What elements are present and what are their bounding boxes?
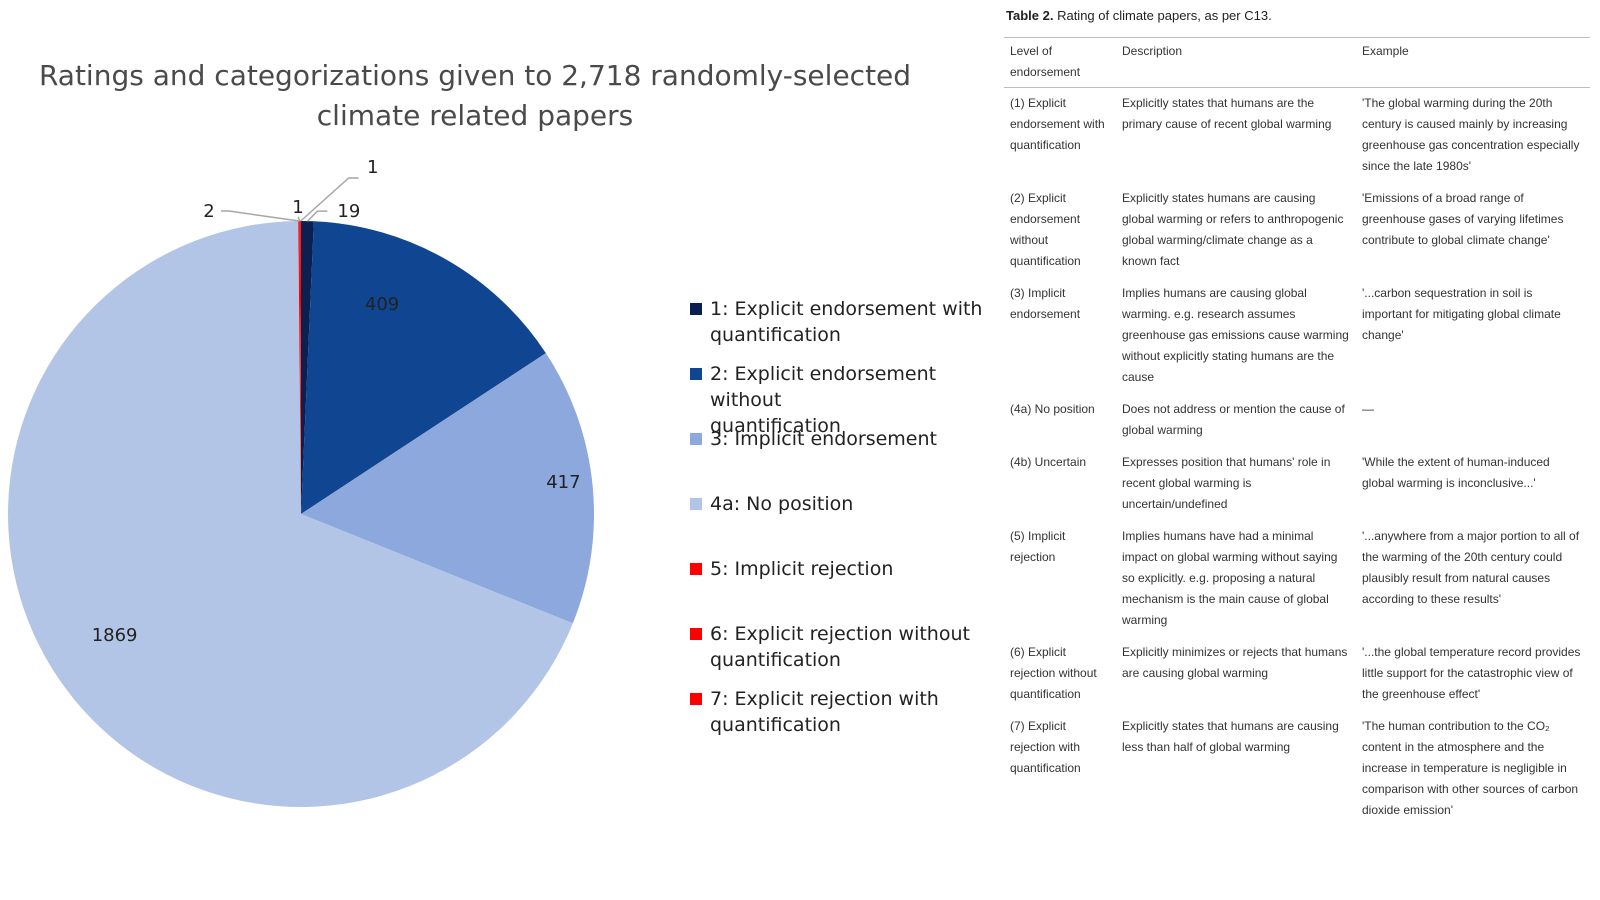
legend-swatch xyxy=(690,693,702,705)
cell-level: (4b) Uncertain xyxy=(1010,455,1087,469)
legend-label: 5: Implicit rejection xyxy=(710,556,893,582)
pie-data-label: 1 xyxy=(292,197,303,218)
table-row: (7) Explicit rejection with quantificati… xyxy=(1004,711,1590,827)
pie-slices xyxy=(8,220,595,807)
cell-description: Explicitly states that humans are causin… xyxy=(1122,719,1339,754)
table-row: (4b) Uncertain Expresses position that hu… xyxy=(1004,447,1590,521)
table-row: (6) Explicit rejection without quantific… xyxy=(1004,637,1590,711)
cell-description: Implies humans have had a minimal impact… xyxy=(1122,529,1338,627)
legend-label-line: quantification xyxy=(710,324,841,346)
pie-slice xyxy=(301,221,546,514)
legend-label: 6: Explicit rejection without quantificat… xyxy=(710,621,970,673)
legend-swatch xyxy=(690,433,702,445)
pie-data-label: 19 xyxy=(337,201,360,222)
table-row: (3) Implicit endorsement Implies humans a… xyxy=(1004,278,1590,394)
header-example: Example xyxy=(1362,44,1409,58)
legend-item: 2: Explicit endorsement without quantific… xyxy=(690,361,990,439)
cell-example: '...carbon sequestration in soil is impo… xyxy=(1362,286,1561,342)
legend-item: 6: Explicit rejection without quantificat… xyxy=(690,621,990,673)
pie-slice xyxy=(298,221,301,514)
legend-label-line: 7: Explicit rejection with xyxy=(710,688,939,710)
legend-label: 7: Explicit rejection with quantification xyxy=(710,686,939,738)
pie-leader-line xyxy=(300,177,359,222)
legend-item: 7: Explicit rejection with quantification xyxy=(690,686,990,738)
pie-leader-line xyxy=(307,210,328,222)
legend-label-line: quantification xyxy=(710,649,841,671)
legend-label-line: 3: Implicit endorsement xyxy=(710,428,937,450)
cell-example: 'The human contribution to the CO₂ conte… xyxy=(1362,719,1579,817)
legend-swatch xyxy=(690,303,702,315)
pie-data-label: 409 xyxy=(365,294,399,315)
table-row: (5) Implicit rejection Implies humans hav… xyxy=(1004,521,1590,637)
pie-data-label: 2 xyxy=(203,201,214,222)
pie-slice xyxy=(301,353,595,624)
legend-item: 5: Implicit rejection xyxy=(690,556,990,582)
pie-leader-lines xyxy=(221,177,359,222)
cell-level: (6) Explicit rejection without quantific… xyxy=(1010,645,1097,701)
cell-description: Explicitly states humans are causing glo… xyxy=(1122,191,1344,268)
pie-data-label: 417 xyxy=(546,472,580,493)
legend-label: 3: Implicit endorsement xyxy=(710,426,937,452)
cell-description: Explicitly minimizes or rejects that hum… xyxy=(1122,645,1348,680)
header-description: Description xyxy=(1122,44,1183,58)
legend-label: 4a: No position xyxy=(710,491,853,517)
cell-description: Expresses position that humans' role in … xyxy=(1122,455,1331,511)
ratings-table-section: Table 2. Rating of climate papers, as pe… xyxy=(1004,8,1590,827)
table-row: (1) Explicit endorsement with quantifica… xyxy=(1004,88,1590,184)
legend-item: 4a: No position xyxy=(690,491,990,517)
pie-leader-line xyxy=(221,210,300,222)
cell-description: Explicitly states that humans are the pr… xyxy=(1122,96,1332,131)
legend-label-line: 1: Explicit endorsement with xyxy=(710,298,983,320)
legend-label-line: 4a: No position xyxy=(710,493,854,515)
chart-title: Ratings and categorizations given to 2,7… xyxy=(38,59,912,132)
table-header-row: Level of endorsement Description Example xyxy=(1004,37,1590,88)
legend-label-line: 5: Implicit rejection xyxy=(710,558,894,580)
table-caption-text: Rating of climate papers, as per C13. xyxy=(1057,8,1272,23)
legend-label: 1: Explicit endorsement with quantificati… xyxy=(710,296,982,348)
cell-description: Does not address or mention the cause of… xyxy=(1122,402,1345,437)
cell-example: 'While the extent of human-induced globa… xyxy=(1362,455,1550,490)
cell-level: (3) Implicit endorsement xyxy=(1010,286,1081,321)
legend-label-line: 6: Explicit rejection without xyxy=(710,623,970,645)
pie-chart: 409 417 1869 19 2 1 1 xyxy=(8,157,595,807)
cell-example: — xyxy=(1362,402,1374,416)
header-level: Level of endorsement xyxy=(1010,44,1081,79)
legend-item: 1: Explicit endorsement with quantificati… xyxy=(690,296,990,348)
pie-data-labels: 409 417 1869 19 2 1 1 xyxy=(92,157,581,646)
legend-label-line: quantification xyxy=(710,415,841,437)
cell-example: 'The global warming during the 20th cent… xyxy=(1362,96,1580,173)
legend-label-line: 2: Explicit endorsement without xyxy=(710,363,937,411)
table-caption: Table 2. Rating of climate papers, as pe… xyxy=(1004,8,1590,23)
pie-slice xyxy=(300,220,301,514)
ratings-table: Level of endorsement Description Example… xyxy=(1004,37,1590,827)
pie-slice xyxy=(301,221,314,514)
table-row: (4a) No position Does not address or ment… xyxy=(1004,394,1590,447)
legend-swatch xyxy=(690,628,702,640)
table-row: (2) Explicit endorsement without quantif… xyxy=(1004,183,1590,278)
cell-level: (7) Explicit rejection with quantificati… xyxy=(1010,719,1081,775)
cell-description: Implies humans are causing global warmin… xyxy=(1122,286,1349,384)
cell-example: '...anywhere from a major portion to all… xyxy=(1362,529,1580,606)
cell-example: 'Emissions of a broad range of greenhous… xyxy=(1362,191,1564,247)
cell-level: (4a) No position xyxy=(1010,402,1095,416)
legend-swatch xyxy=(690,498,702,510)
table-caption-label: Table 2. xyxy=(1006,8,1054,23)
cell-example: '...the global temperature record provid… xyxy=(1362,645,1581,701)
legend-swatch xyxy=(690,368,702,380)
pie-data-label: 1869 xyxy=(92,625,138,646)
pie-leader-line xyxy=(297,216,301,222)
legend-label: 2: Explicit endorsement without quantific… xyxy=(710,361,990,439)
cell-level: (2) Explicit endorsement without quantif… xyxy=(1010,191,1081,268)
pie-slice xyxy=(8,221,573,807)
legend-item: 3: Implicit endorsement xyxy=(690,426,990,452)
pie-slice xyxy=(299,220,301,514)
legend-swatch xyxy=(690,563,702,575)
pie-data-label: 1 xyxy=(367,157,378,178)
cell-level: (5) Implicit rejection xyxy=(1010,529,1066,564)
cell-level: (1) Explicit endorsement with quantifica… xyxy=(1010,96,1105,152)
legend-label-line: quantification xyxy=(710,714,841,736)
